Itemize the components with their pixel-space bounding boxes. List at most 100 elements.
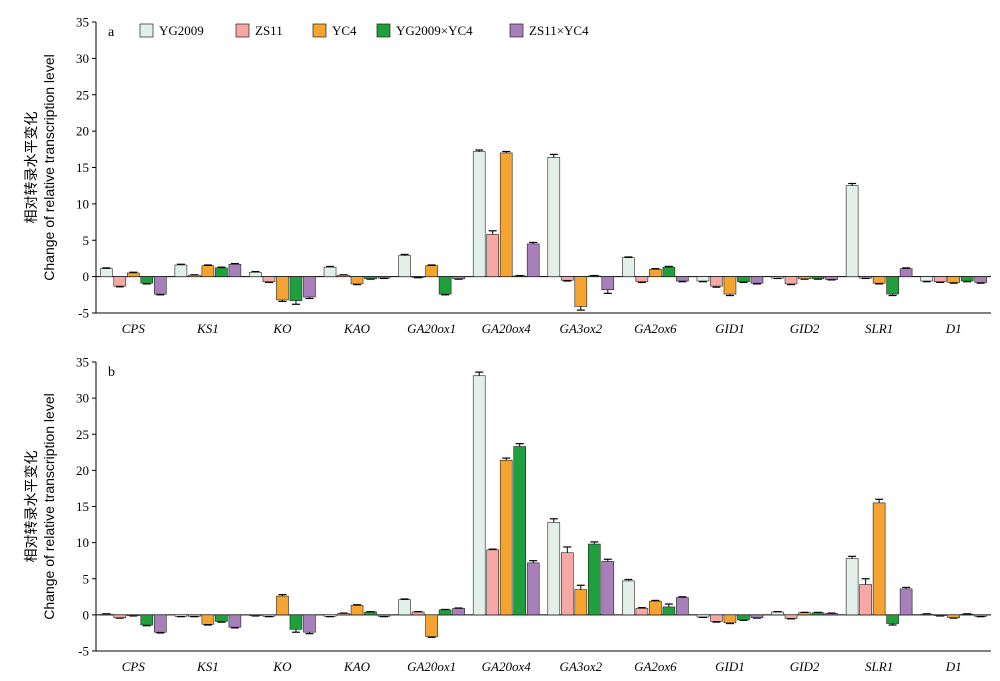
bar-zs11-slr1 (859, 584, 872, 616)
bar-zs11-x-yc4-gid2 (825, 276, 838, 280)
bar-zs11-x-yc4-ko (303, 614, 316, 633)
bar-zs11-x-yc4-ga20ox4 (526, 562, 540, 616)
bar-zs11-d1 (933, 276, 947, 283)
bar-yc4-gid1 (723, 276, 737, 295)
x-tick-label-ko: KO (272, 659, 292, 674)
legend-label-yg2009-x-yc4: YG2009×YC4 (396, 23, 473, 38)
bar-yg2009-x-yc4-ko (289, 614, 303, 630)
bar-yc4-kao (350, 605, 364, 616)
bar-yg2009-kao (323, 266, 337, 277)
legend-swatch-zs11-x-yc4 (509, 23, 524, 38)
x-tick-label-kao: KAO (343, 659, 371, 674)
x-tick-label-slr1: SLR1 (865, 659, 893, 674)
y-tick-label: 15 (76, 160, 89, 175)
bar-zs11-ko (262, 276, 276, 283)
bar-yc4-ga3ox2 (574, 589, 588, 616)
bar-yg2009-x-yc4-d1 (960, 276, 974, 282)
bar-yc4-ko (276, 595, 289, 616)
bar-zs11-x-yc4-ga20ox1 (452, 276, 465, 280)
bar-yc4-d1 (947, 276, 961, 283)
bar-yc4-slr1 (872, 502, 886, 616)
y-axis-label-en: Change of relative transcription level (41, 54, 57, 280)
bar-zs11-ga20ox4 (486, 234, 500, 277)
x-tick-label-ga20ox4: GA20ox4 (482, 321, 532, 336)
bar-yc4-gid2 (798, 612, 811, 616)
y-axis-label-cn: 相对转录水平变化 (23, 451, 39, 563)
legend-label-yg2009: YG2009 (159, 23, 204, 38)
bar-yg2009-ga3ox2 (547, 157, 561, 277)
y-tick-label: 0 (83, 269, 90, 284)
bar-zs11-ga2ox6 (635, 608, 649, 616)
y-tick-label: 30 (76, 51, 89, 66)
y-tick-label: 35 (76, 355, 89, 370)
bar-zs11-gid1 (710, 276, 723, 287)
bar-yc4-ga20ox1 (425, 614, 438, 637)
bar-zs11-x-yc4-gid1 (750, 614, 764, 619)
bar-yg2009-x-yc4-gid2 (811, 612, 825, 616)
bar-yg2009-ga20ox4 (472, 375, 486, 616)
bar-zs11-x-yc4-ga2ox6 (676, 597, 689, 616)
y-tick-label: -5 (78, 644, 89, 659)
x-tick-label-cps: CPS (122, 321, 146, 336)
y-axis-label-en: Change of relative transcription level (41, 393, 57, 619)
bar-zs11-x-yc4-ko (303, 276, 316, 298)
y-tick-label: 0 (83, 607, 90, 622)
bar-zs11-x-yc4-ga3ox2 (601, 561, 615, 616)
x-tick-label-gid2: GID2 (790, 659, 820, 674)
x-tick-label-ga20ox1: GA20ox1 (407, 659, 456, 674)
legend: YG2009 ZS11 YC4 YG2009×YC4 ZS11×YC4 (139, 23, 589, 38)
bar-yg2009-x-yc4-gid1 (737, 276, 750, 283)
bar-yg2009-ko (249, 271, 262, 277)
x-tick-label-d1: D1 (945, 321, 962, 336)
bar-zs11-x-yc4-ga2ox6 (676, 276, 689, 282)
bar-yg2009-cps (99, 268, 113, 277)
bar-yg2009-ks1 (174, 264, 188, 277)
x-tick-label-ga2ox6: GA2ox6 (634, 659, 677, 674)
x-tick-label-gid1: GID1 (715, 321, 745, 336)
bar-yg2009-ga20ox1 (398, 599, 411, 616)
y-tick-label: 20 (76, 124, 89, 139)
bar-zs11-x-yc4-cps (153, 276, 167, 295)
x-tick-label-ga3ox2: GA3ox2 (559, 659, 602, 674)
bar-yg2009-ga20ox1 (398, 255, 411, 277)
bar-yc4-ga2ox6 (649, 600, 662, 616)
bar-yg2009-x-yc4-ks1 (215, 267, 228, 277)
chart-panel-b: -5 0 5 10 15 20 25 30 35 相对转录水平变化 Change of relati… (23, 355, 991, 674)
legend-swatch-yg2009-x-yc4 (376, 23, 391, 38)
bar-zs11-x-yc4-slr1 (899, 268, 913, 277)
x-tick-label-ga20ox4: GA20ox4 (482, 659, 532, 674)
bar-yc4-kao (350, 276, 364, 285)
bar-yg2009-x-yc4-cps (140, 276, 154, 284)
bar-zs11-ga20ox4 (486, 549, 500, 616)
bar-yc4-slr1 (872, 276, 886, 284)
bar-yg2009-ga3ox2 (547, 522, 561, 616)
bar-zs11-gid1 (710, 614, 723, 622)
bar-yg2009-x-yc4-ga20ox1 (438, 609, 452, 616)
bar-zs11-cps (113, 276, 127, 287)
chart-panel-a: -5 0 5 10 15 20 25 30 35 相对转录水平变化 Change of relati… (23, 15, 991, 336)
legend-swatch-yc4 (312, 23, 327, 38)
y-tick-label: 10 (76, 196, 89, 211)
bar-zs11-x-yc4-ga3ox2 (601, 276, 615, 291)
y-tick-label: 30 (76, 391, 89, 406)
bar-yc4-ks1 (201, 265, 215, 277)
legend-swatch-zs11 (235, 23, 250, 38)
bar-yg2009-slr1 (845, 185, 859, 277)
x-tick-label-gid1: GID1 (715, 659, 745, 674)
x-tick-label-ks1: KS1 (196, 321, 219, 336)
bar-yg2009-x-yc4-ga2ox6 (662, 606, 676, 616)
legend-swatch-yg2009 (139, 23, 154, 38)
bar-yg2009-x-yc4-ga2ox6 (662, 266, 676, 277)
bar-zs11-x-yc4-ga20ox4 (526, 243, 540, 277)
bar-yc4-ga20ox4 (499, 152, 513, 277)
bar-yg2009-x-yc4-gid1 (737, 614, 750, 621)
bar-zs11-ga20ox1 (411, 611, 425, 616)
legend-label-zs11-x-yc4: ZS11×YC4 (529, 23, 589, 38)
y-tick-label: 20 (76, 463, 89, 478)
legend-label-yc4: YC4 (332, 23, 357, 38)
panel-label: a (108, 25, 115, 40)
bar-zs11-x-yc4-ks1 (228, 614, 242, 628)
x-tick-label-ga20ox1: GA20ox1 (407, 321, 456, 336)
bar-zs11-ga3ox2 (560, 552, 574, 616)
x-tick-label-gid2: GID2 (790, 321, 820, 336)
